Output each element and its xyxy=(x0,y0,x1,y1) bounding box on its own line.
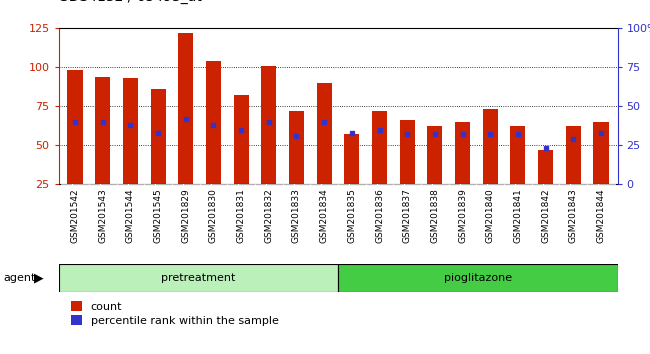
Text: GSM201837: GSM201837 xyxy=(403,188,411,243)
Bar xyxy=(255,184,283,264)
Bar xyxy=(344,134,359,184)
Bar xyxy=(455,122,470,184)
Bar xyxy=(510,126,525,184)
Bar xyxy=(317,83,332,184)
Bar xyxy=(283,184,310,264)
Text: GSM201545: GSM201545 xyxy=(153,188,162,243)
Bar xyxy=(566,126,581,184)
Text: GSM201839: GSM201839 xyxy=(458,188,467,243)
Bar xyxy=(448,184,476,264)
Bar xyxy=(310,184,338,264)
Bar xyxy=(504,184,532,264)
Bar xyxy=(587,184,615,264)
Bar xyxy=(233,95,249,184)
Text: GSM201844: GSM201844 xyxy=(597,188,605,243)
Text: GDS4132 / 65493_at: GDS4132 / 65493_at xyxy=(58,0,202,4)
Text: GSM201840: GSM201840 xyxy=(486,188,495,243)
Text: GSM201838: GSM201838 xyxy=(430,188,439,243)
Text: GSM201543: GSM201543 xyxy=(98,188,107,243)
Text: GSM201542: GSM201542 xyxy=(71,188,79,243)
Text: GSM201831: GSM201831 xyxy=(237,188,246,243)
Text: GSM201843: GSM201843 xyxy=(569,188,578,243)
Bar xyxy=(123,78,138,184)
Bar xyxy=(476,184,504,264)
Bar xyxy=(338,264,618,292)
Text: pretreatment: pretreatment xyxy=(161,273,235,283)
Text: GSM201544: GSM201544 xyxy=(126,188,135,243)
Bar xyxy=(178,33,194,184)
Bar xyxy=(68,70,83,184)
Bar xyxy=(372,111,387,184)
Text: GSM201829: GSM201829 xyxy=(181,188,190,243)
Text: GSM201836: GSM201836 xyxy=(375,188,384,243)
Bar xyxy=(144,184,172,264)
Bar xyxy=(538,150,553,184)
Text: GSM201842: GSM201842 xyxy=(541,188,550,243)
Bar xyxy=(58,264,338,292)
Bar xyxy=(172,184,200,264)
Legend: count, percentile rank within the sample: count, percentile rank within the sample xyxy=(71,301,278,326)
Text: ▶: ▶ xyxy=(34,272,44,284)
Bar xyxy=(89,184,116,264)
Text: pioglitazone: pioglitazone xyxy=(444,273,512,283)
Bar xyxy=(227,184,255,264)
Bar xyxy=(393,184,421,264)
Bar xyxy=(206,61,221,184)
Bar xyxy=(400,120,415,184)
Bar xyxy=(95,76,110,184)
Text: GSM201841: GSM201841 xyxy=(514,188,523,243)
Text: GSM201835: GSM201835 xyxy=(347,188,356,243)
Bar xyxy=(482,109,498,184)
Bar xyxy=(421,184,448,264)
Bar xyxy=(427,126,443,184)
Bar xyxy=(532,184,560,264)
Bar xyxy=(560,184,587,264)
Bar xyxy=(200,184,227,264)
Text: agent: agent xyxy=(3,273,36,283)
Bar xyxy=(338,184,366,264)
Bar xyxy=(151,89,166,184)
Bar xyxy=(366,184,393,264)
Bar xyxy=(116,184,144,264)
Text: GSM201832: GSM201832 xyxy=(265,188,273,243)
Bar xyxy=(289,111,304,184)
Text: GSM201833: GSM201833 xyxy=(292,188,301,243)
Text: GSM201834: GSM201834 xyxy=(320,188,329,243)
Text: GSM201830: GSM201830 xyxy=(209,188,218,243)
Bar xyxy=(61,184,89,264)
Bar xyxy=(261,66,276,184)
Bar xyxy=(593,122,608,184)
